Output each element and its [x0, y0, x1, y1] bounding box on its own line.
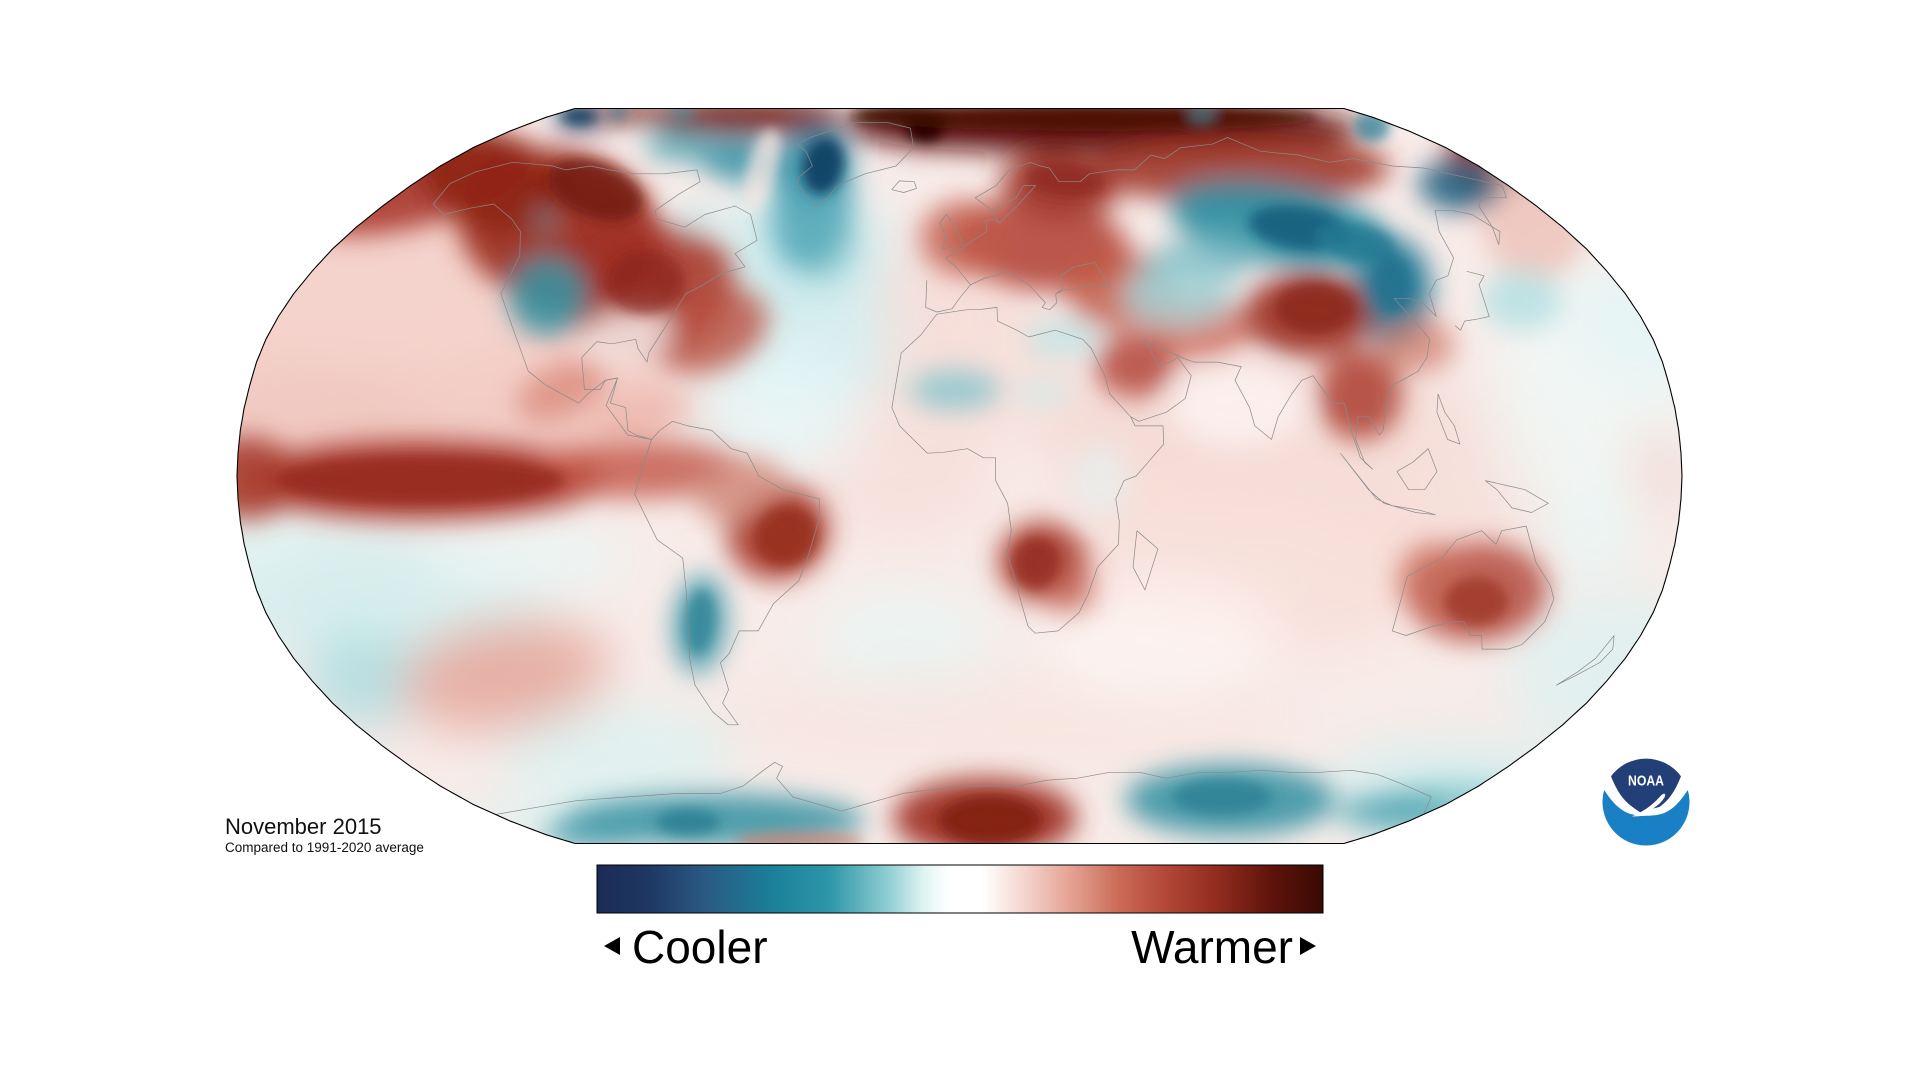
- svg-text:Compared to 1991-2020 average: Compared to 1991-2020 average: [225, 840, 424, 855]
- svg-text:Cooler: Cooler: [632, 921, 768, 973]
- svg-text:November 2015: November 2015: [225, 814, 382, 839]
- svg-text:Warmer: Warmer: [1131, 921, 1293, 973]
- svg-text:NOAA: NOAA: [1628, 773, 1664, 790]
